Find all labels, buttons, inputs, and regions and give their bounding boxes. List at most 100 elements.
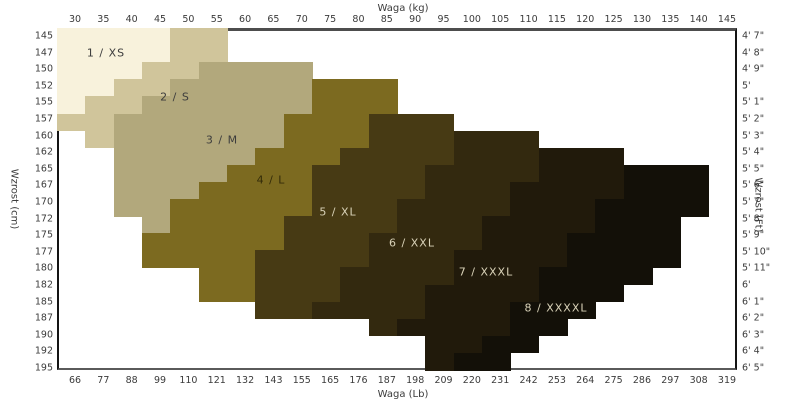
size-region-cell [57,28,171,46]
size-region-cell [283,233,370,251]
size-region-cell [482,335,540,354]
kg-tick-label: 130 [632,14,652,25]
cm-tick-label: 155 [34,96,53,108]
ft-tick-label: 5' 6" [742,179,765,191]
ft-tick-label: 5' 7" [742,196,765,208]
size-region-cell [425,335,483,354]
size-region-cell [510,318,568,337]
size-region-cell [170,79,313,97]
cm-tick-label: 152 [34,80,53,92]
size-region-cell [425,352,455,371]
ft-tick-label: 4' 9" [742,63,765,75]
kg-tick-label: 105 [491,14,510,25]
kg-tick-label: 70 [295,14,308,25]
size-region-cell [283,216,398,234]
size-region-cell [453,130,540,149]
lb-tick-label: 88 [125,375,138,386]
cm-tick-label: 172 [34,213,53,225]
lb-tick-label: 286 [632,375,652,386]
cm-tick-label: 192 [34,345,53,357]
kg-tick-label: 100 [462,14,481,25]
size-region-cell [312,199,398,217]
size-region-cell [142,250,256,268]
size-region-cell [227,164,313,183]
ft-tick-label: 4' 7" [742,30,765,42]
size-region-cell [340,267,455,286]
size-region-cell [170,216,285,234]
cm-tick-label: 190 [34,329,53,341]
cm-tick-label: 180 [34,262,53,274]
kg-tick-label: 30 [68,14,82,25]
ft-tick-label: 4' 8" [742,47,765,59]
size-region-cell [340,147,455,166]
size-region-cell [170,199,313,217]
kg-tick-label: 65 [267,14,280,25]
size-region-cell [397,199,511,217]
cm-tick-label: 150 [34,63,53,75]
size-region-cell [255,147,341,166]
size-region-cell [453,352,511,371]
cm-tick-label: 157 [34,113,53,125]
kg-tick-label: 40 [125,14,138,25]
ft-tick-label: 5' 8" [742,213,765,225]
size-region-cell [255,250,370,268]
size-region-cell [538,147,625,166]
lb-tick-label: 253 [547,375,566,386]
size-region-cell [368,233,483,251]
ft-tick-label: 5' 3" [742,130,765,142]
lb-tick-label: 143 [264,375,283,386]
ft-tick-label: 5' [742,80,751,92]
kg-tick-label: 85 [380,14,393,25]
size-region-cell [538,284,625,303]
size-region-cell [567,250,681,268]
size-region-cell [113,79,171,97]
kg-tick-label: 135 [661,14,680,25]
cm-tick-label: 182 [34,279,53,291]
size-region-cell [170,45,228,63]
size-region-cell [312,164,426,183]
ft-tick-label: 5' 2" [742,113,765,125]
size-region-cell [368,250,455,268]
size-region-cell [57,45,171,63]
cm-tick-label: 162 [34,146,53,158]
lb-tick-label: 220 [462,375,481,386]
ft-tick-label: 5' 11" [742,262,771,274]
kg-tick-label: 50 [182,14,195,25]
size-region-cell [312,301,426,320]
size-region-cell [368,318,398,337]
ft-tick-label: 6' [742,279,751,291]
size-region-cell [113,147,256,166]
cm-tick-label: 160 [34,130,53,142]
size-region-cell [397,318,511,337]
size-region-label: 6 / XXL [389,236,435,250]
size-region-cell [198,181,313,200]
size-region-label: 7 / XXXL [458,265,514,279]
size-region-cell [170,28,228,46]
kg-tick-label: 125 [604,14,623,25]
lb-tick-label: 99 [153,375,167,386]
cm-tick-label: 145 [34,30,53,42]
size-region-cell [142,216,171,234]
size-region-cell [538,267,653,286]
ft-tick-label: 5' 10" [742,246,771,258]
size-region-cell [113,113,285,132]
ft-tick-label: 6' 4" [742,345,765,357]
size-region-cell [312,79,398,97]
size-region-cell [567,233,681,251]
size-region-cell [595,199,710,217]
kg-tick-label: 140 [689,14,708,25]
size-region-cell [510,301,596,320]
lb-tick-label: 176 [349,375,368,386]
cm-tick-label: 187 [34,312,53,324]
lb-tick-label: 319 [717,375,737,386]
size-region-cell [312,181,426,200]
lb-tick-label: 308 [689,375,708,386]
kg-tick-label: 75 [324,14,337,25]
top-axis-title: Waga (kg) [377,3,429,14]
size-region-cell [283,113,370,132]
size-region-cell [113,130,285,149]
cm-tick-label: 175 [34,229,53,241]
size-region-cell [340,284,426,303]
size-region-cell [425,164,540,183]
